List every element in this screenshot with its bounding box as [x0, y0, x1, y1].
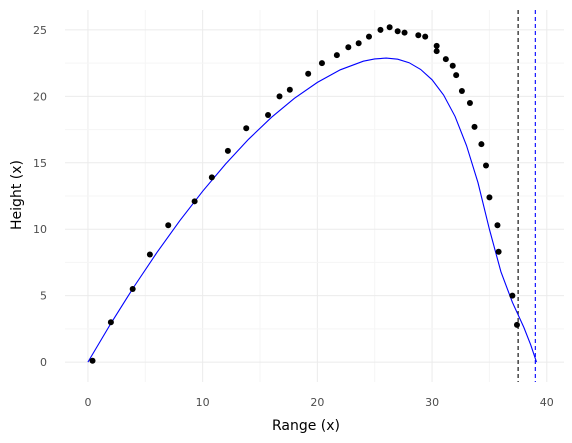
- data-point: [482, 162, 489, 169]
- data-point: [494, 222, 501, 229]
- data-point: [449, 62, 456, 69]
- data-point: [265, 111, 272, 118]
- y-tick-label: 0: [40, 356, 47, 369]
- data-point: [89, 357, 96, 364]
- data-point: [208, 174, 215, 181]
- data-point: [243, 125, 250, 132]
- data-point: [486, 194, 493, 201]
- data-point: [422, 33, 429, 40]
- data-point: [466, 100, 473, 106]
- x-tick-label: 30: [425, 396, 439, 409]
- data-point: [394, 28, 401, 35]
- data-point: [458, 88, 465, 95]
- tick-labels: 0 10 20 30 40 0 5 10 15 20 25: [33, 24, 554, 409]
- data-point: [433, 42, 440, 49]
- data-point: [146, 251, 153, 258]
- data-point: [165, 222, 172, 229]
- reference-lines: [517, 10, 536, 382]
- data-points-layer: [89, 24, 520, 364]
- grid: [65, 10, 564, 382]
- data-point: [365, 33, 372, 40]
- data-point: [318, 60, 325, 67]
- data-point: [107, 319, 114, 326]
- data-point: [386, 24, 393, 31]
- y-axis-title: Height (x): [9, 160, 25, 230]
- data-point: [224, 147, 231, 154]
- data-point: [401, 29, 408, 36]
- data-point: [345, 44, 352, 51]
- data-point: [305, 70, 312, 77]
- data-point: [129, 286, 136, 292]
- x-tick-label: 0: [84, 396, 91, 409]
- y-tick-label: 25: [33, 24, 47, 37]
- data-point: [377, 26, 384, 33]
- x-tick-label: 10: [196, 396, 210, 409]
- y-tick-label: 10: [33, 223, 47, 236]
- data-point: [433, 48, 440, 55]
- data-point: [355, 40, 362, 47]
- data-point: [276, 93, 283, 100]
- data-point: [471, 123, 478, 130]
- x-tick-label: 40: [540, 396, 554, 409]
- data-point: [478, 141, 485, 148]
- data-point: [442, 56, 449, 63]
- data-point: [453, 72, 460, 79]
- y-tick-label: 15: [33, 157, 47, 170]
- x-axis-title: Range (x): [272, 418, 340, 434]
- y-tick-label: 5: [40, 290, 47, 303]
- data-point: [495, 248, 502, 255]
- data-point: [513, 321, 520, 328]
- y-tick-label: 20: [33, 90, 47, 103]
- data-point: [286, 86, 293, 93]
- data-point: [509, 292, 516, 299]
- data-point: [191, 198, 198, 205]
- data-point: [415, 32, 422, 39]
- x-tick-label: 20: [310, 396, 324, 409]
- data-point: [333, 52, 340, 59]
